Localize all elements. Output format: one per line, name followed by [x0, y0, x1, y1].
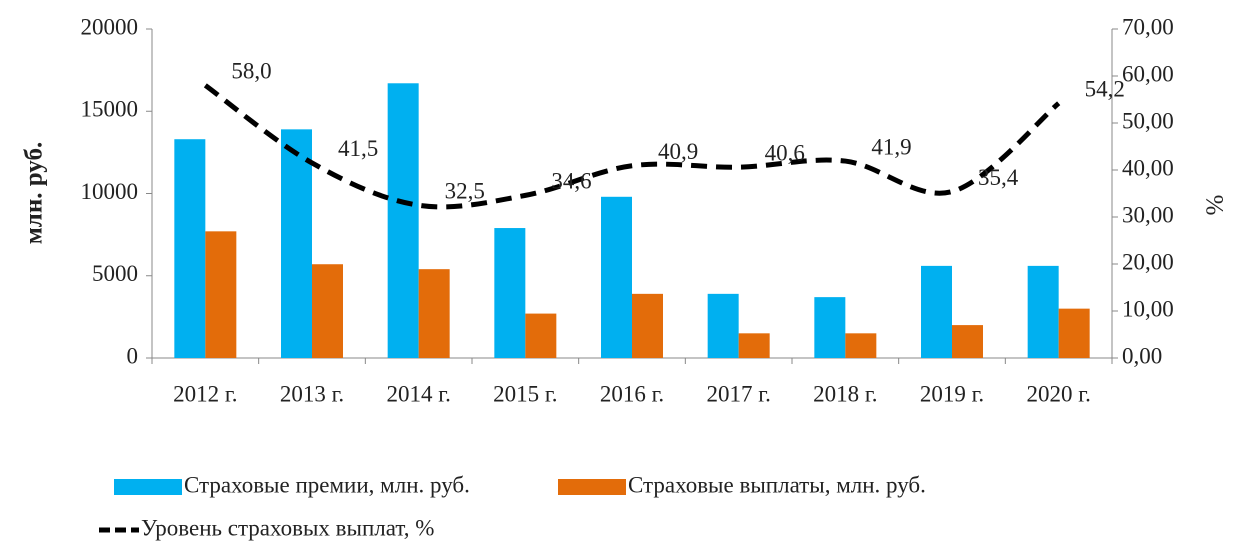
bar — [494, 228, 526, 358]
x-tick-label: 2016 г. — [600, 381, 664, 406]
data-label: 41,9 — [871, 134, 911, 159]
y-tick-label: 10000 — [81, 179, 139, 204]
bar — [418, 269, 450, 358]
bar — [707, 293, 739, 358]
y2-tick-label: 40,00 — [1122, 155, 1174, 180]
legend-label: Страховые выплаты, млн. руб. — [628, 472, 926, 497]
legend-swatch — [114, 479, 182, 495]
y-tick-label: 0 — [127, 343, 139, 368]
bar — [952, 325, 983, 358]
x-tick-label: 2017 г. — [706, 381, 770, 406]
x-tick-label: 2013 г. — [280, 381, 344, 406]
x-tick-label: 2020 г. — [1026, 381, 1090, 406]
data-label: 40,6 — [765, 140, 805, 165]
data-label: 40,9 — [658, 139, 698, 164]
y-tick-label: 5000 — [92, 261, 138, 286]
y2-tick-label: 20,00 — [1122, 249, 1174, 274]
bar — [601, 196, 632, 358]
data-label: 54,2 — [1085, 77, 1125, 102]
data-label: 35,4 — [978, 165, 1019, 190]
bar — [312, 264, 343, 358]
x-tick-label: 2014 г. — [386, 381, 450, 406]
legend-swatch — [558, 479, 626, 495]
bar — [174, 139, 206, 358]
bar — [281, 129, 312, 358]
y-tick-label: 20000 — [81, 14, 139, 39]
bar — [1058, 308, 1090, 358]
data-label: 58,0 — [231, 59, 271, 84]
x-tick-label: 2018 г. — [813, 381, 877, 406]
y2-tick-label: 60,00 — [1122, 61, 1174, 86]
x-tick-label: 2019 г. — [920, 381, 984, 406]
y2-tick-label: 10,00 — [1122, 296, 1174, 321]
data-label: 32,5 — [445, 179, 485, 204]
x-tick-label: 2012 г. — [173, 381, 237, 406]
bar — [632, 293, 663, 358]
y2-tick-label: 30,00 — [1122, 202, 1174, 227]
bar — [921, 265, 952, 358]
y2-axis-label: % — [1200, 195, 1227, 216]
bar — [525, 313, 557, 358]
y2-tick-label: 70,00 — [1122, 14, 1174, 39]
y2-tick-label: 50,00 — [1122, 108, 1174, 133]
y-tick-label: 15000 — [81, 97, 139, 122]
data-label: 34,6 — [551, 169, 591, 194]
bar — [814, 297, 846, 358]
bar — [205, 231, 237, 358]
bar — [738, 333, 770, 358]
bar — [845, 333, 877, 358]
bar — [1027, 265, 1059, 358]
y2-tick-label: 0,00 — [1122, 343, 1162, 368]
legend-label: Страховые премии, млн. руб. — [184, 472, 470, 497]
y-axis-label: млн. руб. — [21, 142, 48, 244]
bar — [387, 83, 419, 358]
x-tick-label: 2015 г. — [493, 381, 557, 406]
legend-label: Уровень страховых выплат, % — [141, 515, 434, 540]
data-label: 41,5 — [338, 136, 378, 161]
line — [203, 83, 1061, 210]
